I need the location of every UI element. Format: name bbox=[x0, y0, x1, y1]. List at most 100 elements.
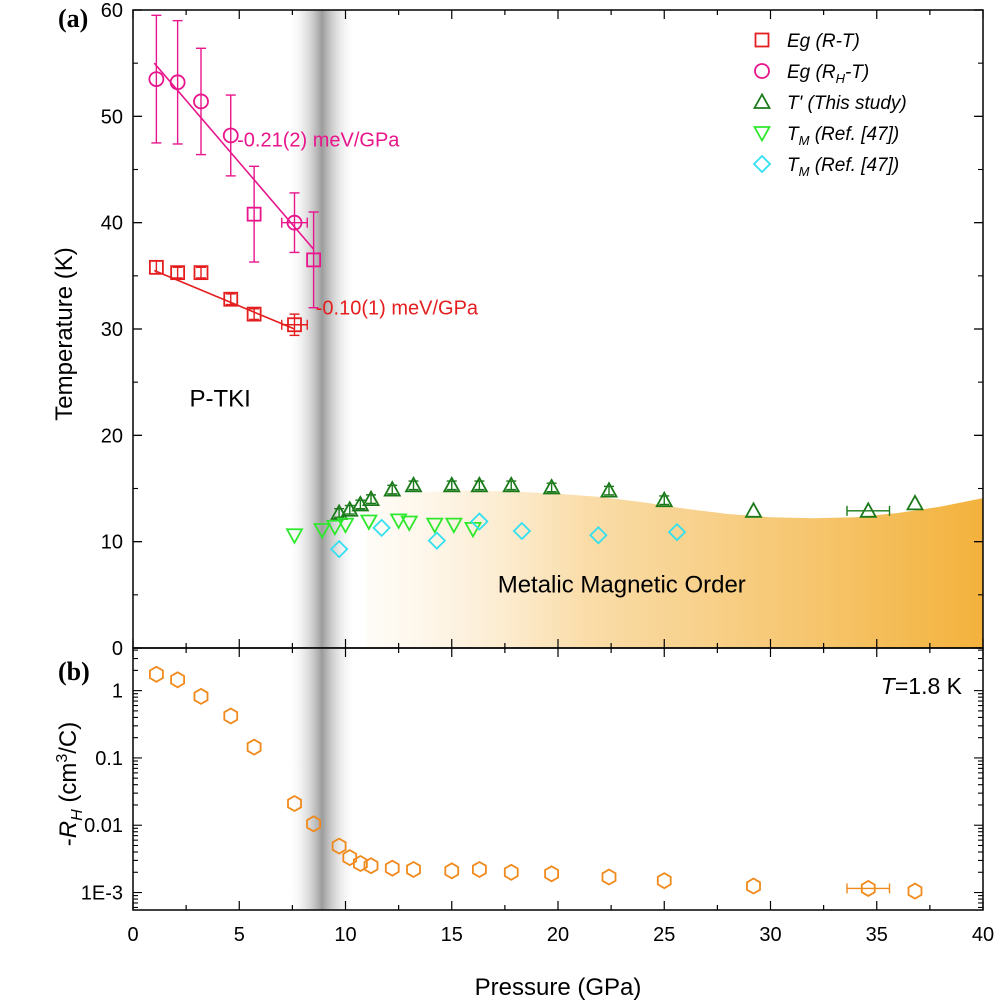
magnetic-order-fill bbox=[366, 490, 983, 648]
legend-entry: Eg (R-T) bbox=[787, 31, 860, 52]
legend: Eg (R-T) Eg (RH-T) T' (This study) TM (Ref.… bbox=[752, 31, 907, 179]
series-4 bbox=[285, 513, 483, 545]
legend-marker bbox=[752, 92, 772, 109]
region-label: P-TKI bbox=[189, 386, 250, 413]
region-label: Metalic Magnetic Order bbox=[498, 572, 746, 599]
fit-lines: -0.21(2) meV/GPa -0.10(1) meV/GPa bbox=[153, 62, 479, 330]
data-point bbox=[336, 517, 355, 535]
data-point bbox=[404, 475, 423, 493]
data-point bbox=[148, 259, 164, 275]
data-point bbox=[860, 879, 876, 897]
x-tick-label: 0 bbox=[127, 924, 138, 946]
data-point bbox=[286, 214, 303, 231]
data-point bbox=[331, 837, 347, 855]
data-point bbox=[444, 862, 460, 880]
panel-a: -0.21(2) meV/GPa -0.10(1) meV/GPa 0 10 20 30… bbox=[51, 0, 984, 660]
band-rect-b bbox=[288, 648, 357, 910]
series-5 bbox=[329, 512, 687, 559]
panel-b-axes: 1 0.1 0.01 1E-30 5 10 15 20 25 30 35 40 -RH (cm3/C) bbox=[54, 647, 994, 946]
fit-line bbox=[153, 62, 315, 250]
data-point bbox=[655, 490, 674, 508]
series-3 bbox=[330, 475, 925, 520]
data-point bbox=[406, 860, 421, 879]
data-point bbox=[372, 518, 391, 538]
data-point bbox=[905, 494, 925, 511]
data-point bbox=[285, 528, 304, 545]
y-tick-label: 10 bbox=[101, 532, 123, 554]
data-point bbox=[306, 252, 322, 268]
data-point bbox=[744, 501, 763, 518]
legend-marker bbox=[754, 63, 770, 79]
data-point bbox=[470, 512, 489, 531]
data-point bbox=[502, 475, 521, 493]
data-point bbox=[907, 882, 923, 900]
legend-entry: TM (Ref. [47]) bbox=[787, 124, 899, 148]
data-point bbox=[599, 481, 619, 498]
data-point bbox=[859, 501, 878, 518]
series-1 bbox=[148, 14, 308, 254]
data-point bbox=[471, 860, 487, 879]
y-tick-label: 30 bbox=[101, 319, 123, 341]
data-point bbox=[363, 857, 379, 875]
data-point bbox=[442, 475, 461, 493]
data-point bbox=[503, 863, 519, 881]
data-point bbox=[342, 849, 358, 867]
y-tick-label: 0 bbox=[112, 638, 123, 660]
panel-b-labels: (b) T=1.8 K bbox=[58, 657, 963, 699]
data-point bbox=[170, 671, 186, 689]
data-point bbox=[306, 815, 322, 833]
transition-band-b bbox=[288, 648, 357, 910]
magnetic-order-region bbox=[366, 490, 983, 648]
data-point bbox=[444, 517, 463, 535]
panel-label-a: (a) bbox=[58, 4, 88, 33]
x-tick-label: 10 bbox=[334, 924, 356, 946]
data-point bbox=[246, 206, 262, 222]
x-tick-label: 40 bbox=[972, 924, 994, 946]
x-tick-label: 35 bbox=[866, 924, 888, 946]
data-point bbox=[359, 514, 378, 531]
panel-a-labels: (a) P-TKI Metalic Magnetic Order bbox=[58, 4, 746, 599]
data-point bbox=[512, 521, 532, 541]
data-point bbox=[329, 539, 349, 559]
data-point bbox=[287, 794, 302, 813]
y-axis-label-a: Temperature (K) bbox=[51, 247, 78, 420]
data-point bbox=[746, 877, 761, 895]
y-tick-label: 40 bbox=[101, 213, 123, 235]
data-point bbox=[667, 522, 687, 542]
legend-entry: TM (Ref. [47]) bbox=[787, 155, 899, 179]
data-point bbox=[361, 489, 381, 507]
data-point bbox=[148, 665, 164, 683]
data-point bbox=[384, 859, 400, 877]
data-point bbox=[193, 687, 209, 705]
data-point bbox=[400, 515, 419, 532]
series-0 bbox=[148, 259, 308, 337]
data-point bbox=[287, 317, 302, 333]
data-point bbox=[148, 71, 165, 88]
legend-marker bbox=[752, 126, 772, 143]
x-axis-label: Pressure (GPa) bbox=[475, 974, 642, 1001]
series-b-0 bbox=[148, 665, 923, 900]
transition-band bbox=[288, 10, 357, 648]
x-tick-label: 30 bbox=[759, 924, 781, 946]
y-tick-label: 20 bbox=[101, 425, 123, 447]
panel-label-b: (b) bbox=[58, 657, 90, 686]
data-point bbox=[246, 738, 262, 756]
data-point bbox=[389, 513, 408, 530]
legend-entry: Eg (RH-T) bbox=[787, 62, 869, 86]
data-point bbox=[589, 526, 608, 545]
y-tick-label: 50 bbox=[101, 106, 123, 128]
panel-a-series bbox=[148, 14, 925, 559]
panel-b-series bbox=[148, 665, 923, 900]
y-axis-label-b: -RH (cm3/C) bbox=[54, 722, 86, 846]
y-tick-label: 60 bbox=[101, 0, 123, 22]
panel-a-axes: 0 10 20 30 40 50 60 Temperature (K) bbox=[51, 0, 984, 660]
x-tick-label: 25 bbox=[653, 924, 675, 946]
data-point bbox=[383, 480, 402, 497]
data-point bbox=[313, 523, 332, 540]
data-point bbox=[542, 478, 561, 495]
data-point bbox=[223, 291, 239, 307]
legend-marker bbox=[754, 32, 770, 48]
y-tick-label-b: 0.01 bbox=[84, 815, 123, 837]
